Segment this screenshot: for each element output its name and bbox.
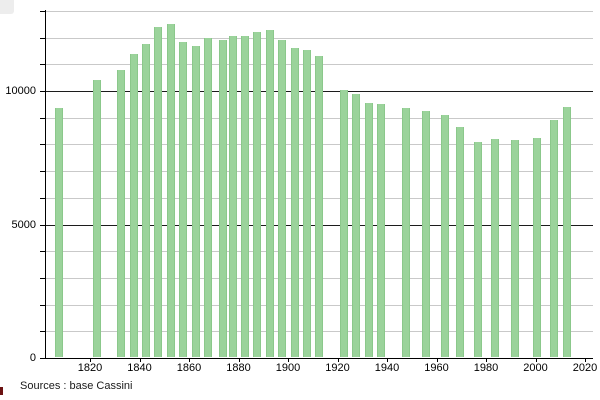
x-axis-tick-1820: [90, 359, 91, 362]
bar-1866: [203, 37, 212, 357]
y-axis-tick-9000: [40, 117, 45, 119]
y-axis-tick-2000: [40, 304, 45, 306]
bar-1821: [92, 80, 101, 357]
top-left-decoration: [0, 0, 14, 14]
x-axis-label-1840: 1840: [127, 362, 152, 374]
bar-1911: [315, 56, 324, 357]
x-axis-tick-1900: [288, 359, 289, 362]
bar-1968: [456, 127, 465, 357]
bar-1921: [340, 89, 348, 357]
y-axis-tick-13000: [40, 10, 45, 12]
y-axis-tick-4000: [40, 251, 45, 253]
y-axis-tick-0: [40, 358, 45, 359]
bar-1851: [166, 24, 175, 358]
bar-1999: [533, 137, 541, 357]
bar-1846: [154, 26, 163, 357]
x-axis-tick-2000: [535, 359, 537, 362]
source-note: Sources : base Cassini: [20, 380, 133, 392]
x-axis-label-1960: 1960: [424, 362, 449, 374]
bar-1990: [510, 140, 519, 357]
x-axis-label-1860: 1860: [176, 362, 202, 374]
bottom-left-mark: [0, 387, 3, 395]
bar-1806: [55, 108, 64, 357]
bar-1836: [129, 53, 138, 357]
x-axis-line: [45, 358, 593, 359]
bar-1962: [441, 115, 450, 357]
bar-1831: [117, 69, 126, 357]
bar-1876: [228, 36, 237, 357]
x-axis-label-1920: 1920: [325, 362, 350, 374]
bar-1931: [364, 103, 373, 357]
y-axis-tick-5000: [40, 224, 45, 226]
bar-2006: [550, 120, 559, 357]
y-axis-tick-6000: [40, 197, 45, 199]
y-axis-tick-12000: [40, 37, 45, 39]
gridline-12000: [45, 37, 593, 39]
x-axis-label-2020: 2020: [572, 362, 598, 374]
gridline-13000: [45, 10, 593, 12]
y-axis-tick-11000: [40, 64, 45, 66]
x-axis-label-1880: 1880: [226, 362, 251, 374]
bar-1841: [142, 44, 150, 357]
x-axis-label-2000: 2000: [523, 362, 548, 374]
bar-1856: [179, 41, 188, 357]
x-axis-tick-1980: [486, 359, 487, 362]
bar-1901: [290, 48, 299, 357]
y-axis-label-0: 0: [29, 352, 36, 364]
x-axis-tick-1880: [238, 359, 240, 362]
bar-1926: [352, 93, 361, 357]
x-axis-tick-1920: [337, 359, 339, 362]
bar-2011: [562, 107, 571, 357]
y-axis-tick-1000: [40, 331, 45, 333]
bar-1886: [253, 32, 262, 357]
bar-1946: [401, 108, 410, 357]
bar-1896: [278, 40, 287, 357]
y-axis-label-10000: 10000: [5, 85, 36, 97]
bar-1891: [265, 29, 274, 357]
x-axis-label-1820: 1820: [77, 362, 103, 374]
x-axis-tick-1860: [189, 359, 190, 362]
y-axis-tick-10000: [40, 91, 45, 92]
bar-1881: [241, 36, 249, 357]
bar-1982: [490, 139, 499, 357]
x-axis-tick-1840: [139, 359, 141, 362]
bar-1872: [218, 40, 227, 357]
y-axis-tick-8000: [40, 144, 45, 146]
y-axis-tick-7000: [40, 171, 45, 173]
bar-1861: [191, 45, 200, 357]
x-axis-tick-1940: [387, 359, 388, 362]
bar-1936: [377, 104, 386, 357]
x-axis-tick-2020: [585, 359, 586, 362]
y-axis-tick-3000: [40, 277, 45, 279]
bar-1906: [302, 49, 311, 357]
bar-1954: [421, 111, 430, 357]
y-axis-line: [45, 10, 46, 358]
x-axis-label-1980: 1980: [473, 362, 499, 374]
y-axis-label-5000: 5000: [11, 218, 36, 231]
bar-1975: [473, 141, 482, 357]
x-axis-label-1940: 1940: [374, 362, 400, 374]
x-axis-tick-1960: [436, 359, 438, 362]
x-axis-label-1900: 1900: [275, 362, 301, 374]
